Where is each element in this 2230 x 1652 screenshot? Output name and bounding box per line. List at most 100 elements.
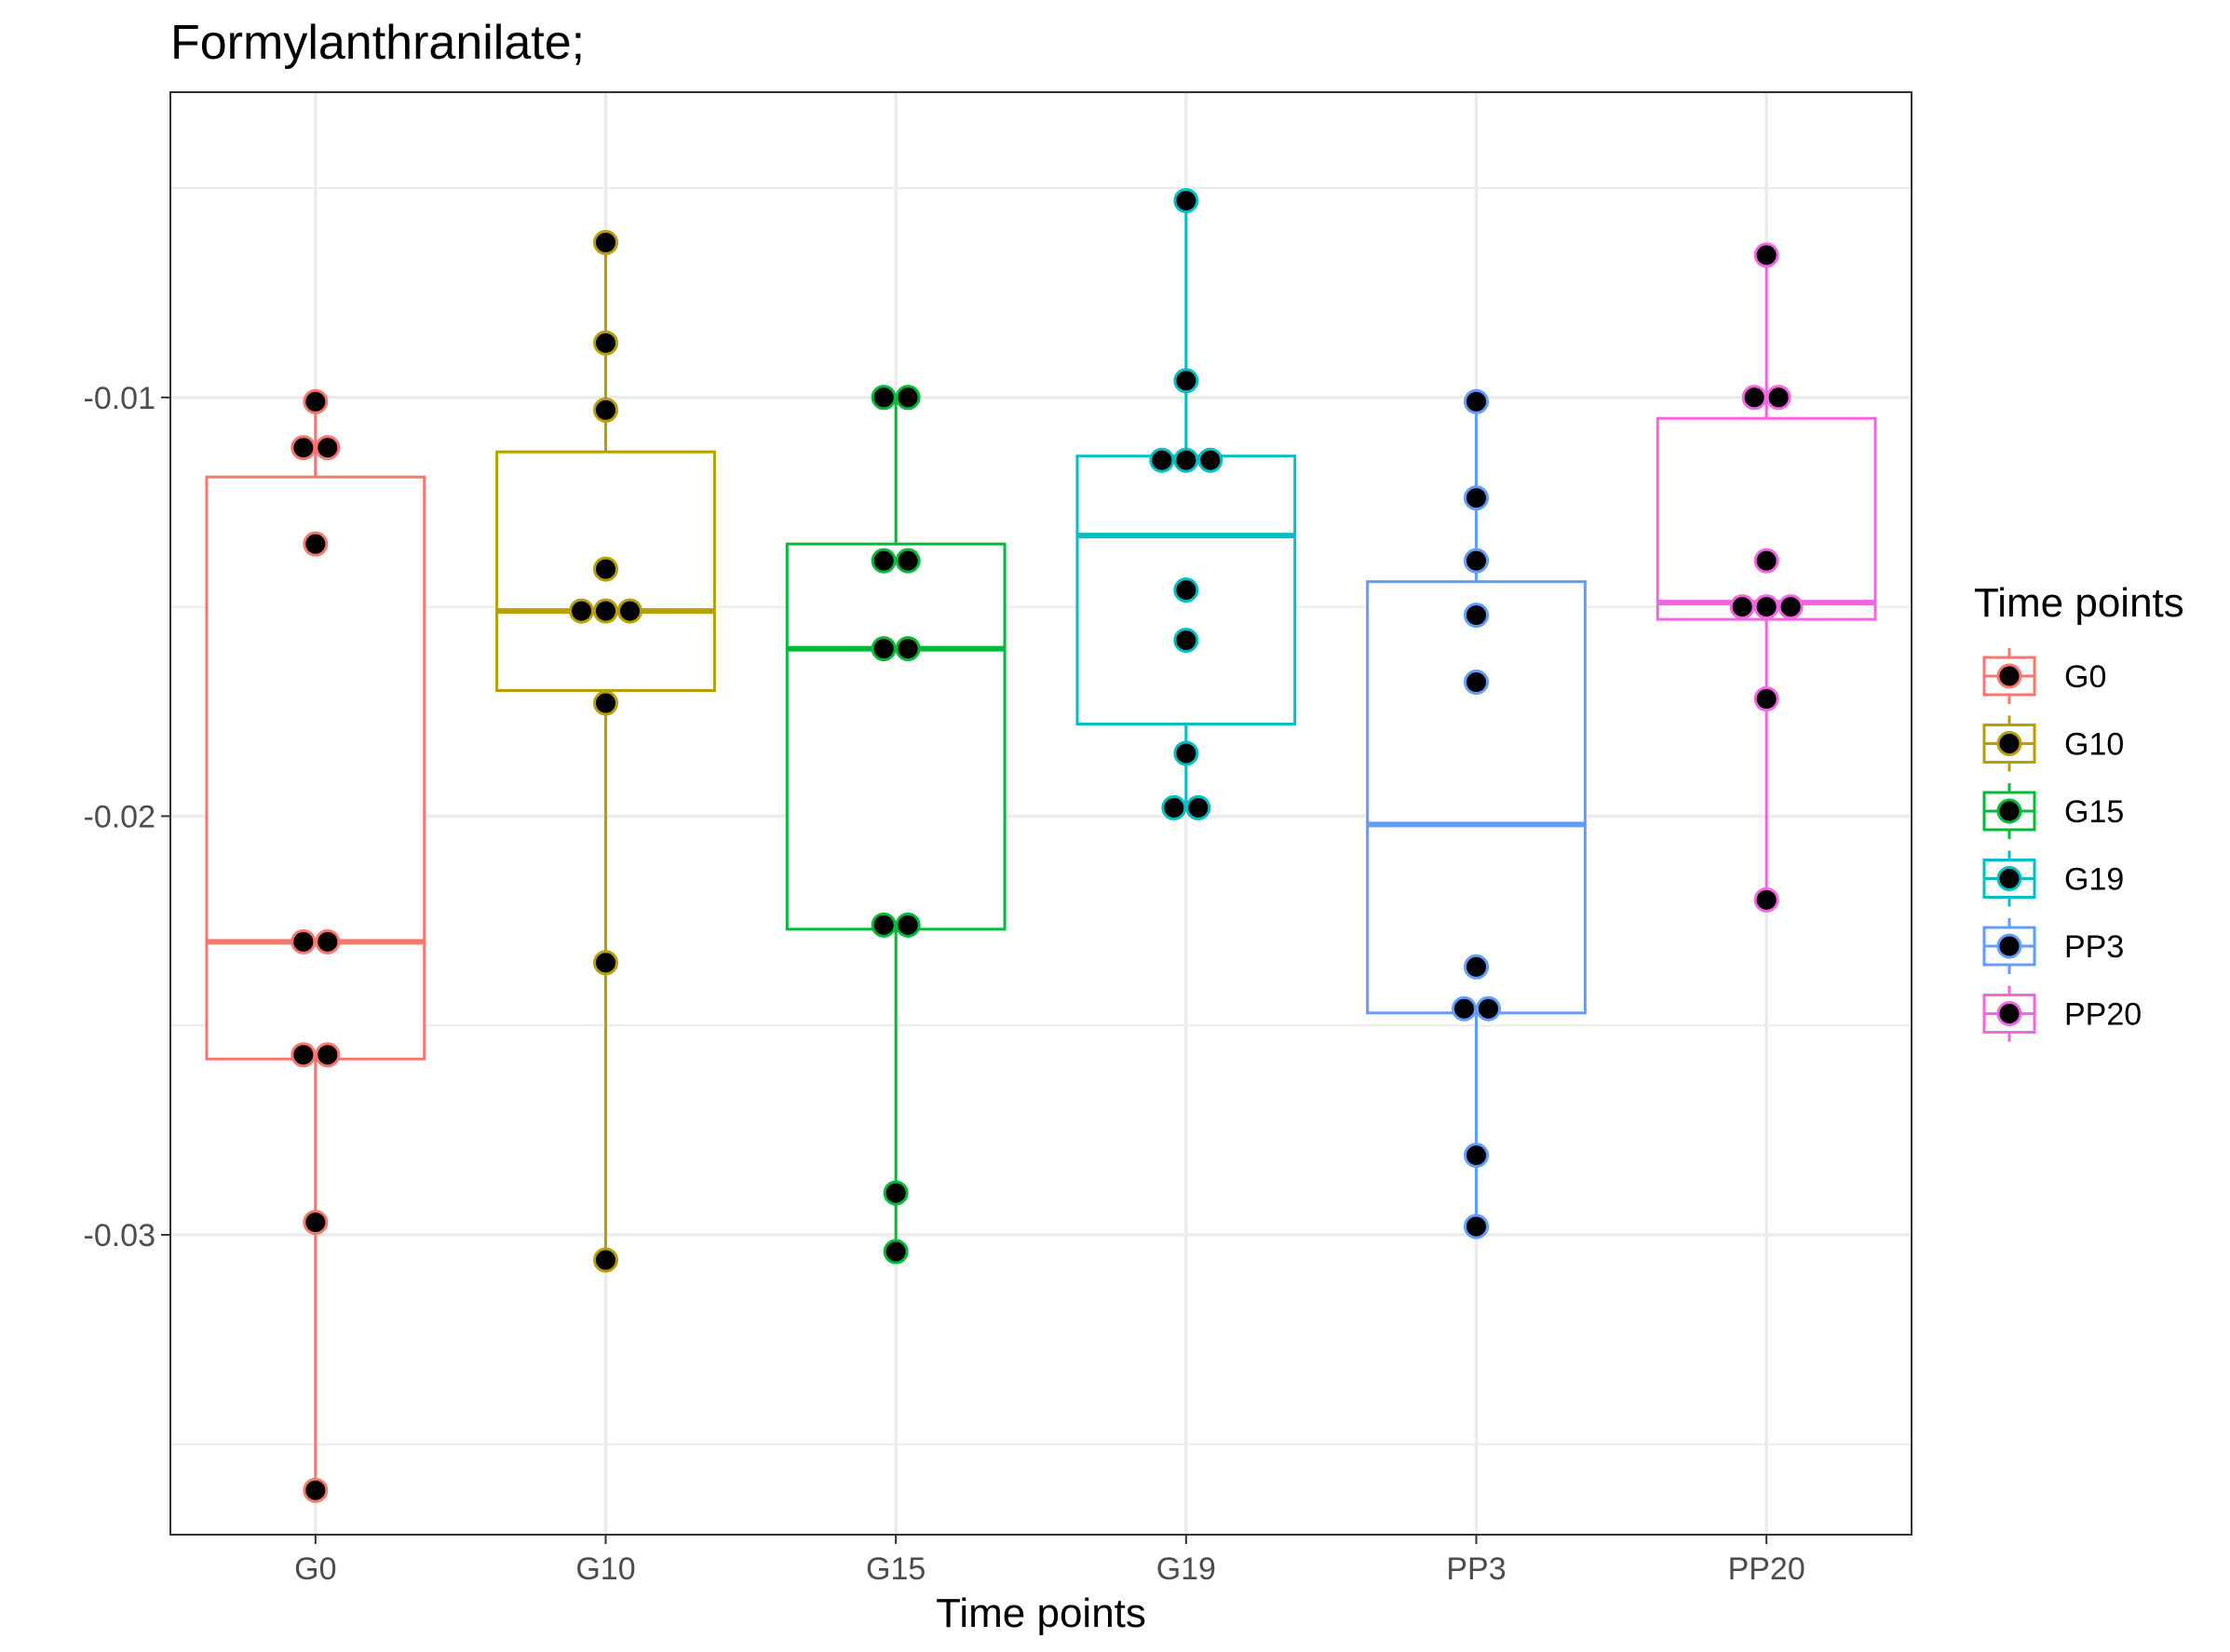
data-point-PP3 (1464, 1143, 1489, 1169)
data-point-G0 (291, 1042, 317, 1068)
y-tick-label: -0.03 (84, 1218, 156, 1253)
data-point-G19 (1161, 794, 1187, 820)
data-point-G10 (593, 397, 618, 423)
legend-key-point (1996, 663, 2022, 689)
box-PP3 (1366, 401, 1587, 1227)
legend-item-G19: G19 (1982, 850, 2124, 907)
data-point-G19 (1173, 740, 1199, 766)
data-point-G10 (593, 330, 618, 356)
box-PP20 (1656, 254, 1877, 900)
y-tick-label: -0.01 (84, 381, 156, 416)
data-point-PP20 (1765, 385, 1791, 411)
data-point-PP20 (1753, 548, 1779, 574)
data-point-G0 (291, 435, 317, 461)
legend-key-point (1996, 866, 2022, 891)
data-point-G15 (871, 636, 897, 662)
data-point-G19 (1173, 187, 1199, 213)
data-point-G0 (303, 531, 329, 557)
legend-label: PP3 (2064, 929, 2124, 965)
data-point-PP3 (1476, 995, 1501, 1022)
points-layer (291, 187, 1804, 1503)
box-G15 (785, 397, 1007, 1253)
legend-item-PP20: PP20 (1982, 985, 2142, 1042)
data-point-PP20 (1753, 686, 1779, 712)
data-point-PP3 (1464, 485, 1489, 511)
legend-label: G0 (2064, 659, 2106, 695)
data-point-G19 (1173, 577, 1199, 603)
data-point-PP20 (1753, 242, 1779, 268)
panel-border (169, 91, 1912, 1536)
plot-panel (169, 91, 1912, 1536)
data-point-PP3 (1464, 1213, 1489, 1239)
data-point-G10 (593, 598, 618, 624)
legend-label: G19 (2064, 862, 2124, 898)
data-point-G0 (303, 1210, 329, 1236)
x-axis-title: Time points (936, 1591, 1146, 1636)
box-body (1656, 416, 1877, 621)
x-tick-label: G15 (866, 1551, 926, 1587)
box-body (785, 542, 1007, 931)
legend-title: Time points (1974, 580, 2184, 626)
data-point-G19 (1197, 447, 1223, 473)
data-point-G15 (895, 548, 921, 574)
data-point-PP20 (1741, 385, 1767, 411)
data-point-G0 (315, 435, 341, 461)
x-tick-label: PP20 (1728, 1551, 1805, 1587)
box-body (205, 475, 426, 1061)
data-point-PP20 (1753, 594, 1779, 620)
data-point-G19 (1149, 447, 1175, 473)
data-point-G10 (593, 1247, 618, 1273)
data-point-G0 (303, 1477, 329, 1503)
data-point-G15 (895, 912, 921, 938)
data-point-G10 (617, 598, 642, 624)
data-point-G0 (315, 928, 341, 955)
data-point-G10 (593, 229, 618, 255)
y-tick-label: -0.02 (84, 799, 156, 834)
data-point-PP20 (1729, 594, 1755, 620)
data-point-G19 (1173, 368, 1199, 394)
data-point-PP3 (1464, 603, 1489, 629)
legend-item-PP3: PP3 (1982, 918, 2124, 974)
data-point-PP3 (1464, 388, 1489, 414)
x-tick-label: G0 (294, 1551, 336, 1587)
x-axis: G0 G10 G15 G19 PP3 PP20 (294, 1535, 1805, 1587)
y-axis: -0.01 -0.02 -0.03 (84, 381, 170, 1253)
data-point-G10 (593, 690, 618, 716)
box-G19 (1075, 200, 1297, 808)
legend-key-point (1996, 933, 2022, 959)
data-point-G10 (569, 598, 594, 624)
data-point-G10 (593, 950, 618, 976)
data-point-G15 (871, 912, 897, 938)
data-point-G15 (895, 636, 921, 662)
data-point-PP3 (1452, 995, 1477, 1022)
legend-key-point (1996, 798, 2022, 824)
legend-label: G15 (2064, 794, 2124, 830)
legend-key-point (1996, 1001, 2022, 1026)
data-point-G0 (303, 388, 329, 414)
data-point-G0 (315, 1042, 341, 1068)
x-tick-label: PP3 (1446, 1551, 1506, 1587)
chart-title: Formylanthranilate; (170, 16, 585, 70)
data-point-G15 (883, 1180, 909, 1206)
data-point-G0 (291, 928, 317, 955)
legend-item-G15: G15 (1982, 783, 2124, 839)
data-point-PP20 (1753, 887, 1779, 913)
data-point-G15 (895, 385, 921, 411)
data-point-G10 (593, 556, 618, 582)
box-body (1366, 580, 1587, 1015)
data-point-G15 (883, 1239, 909, 1265)
data-point-PP3 (1464, 548, 1489, 574)
data-point-PP20 (1777, 594, 1804, 620)
data-point-G15 (871, 385, 897, 411)
data-point-G15 (871, 548, 897, 574)
x-tick-label: G10 (575, 1551, 635, 1587)
legend-label: G10 (2064, 727, 2124, 763)
legend-item-G0: G0 (1982, 648, 2106, 704)
data-point-G19 (1173, 447, 1199, 473)
legend: Time points G0 G10 G15 G19 PP3 PP20 (1974, 580, 2184, 1042)
legend-key-point (1996, 731, 2022, 756)
data-point-PP3 (1464, 954, 1489, 980)
data-point-PP3 (1464, 670, 1489, 696)
legend-label: PP20 (2064, 997, 2142, 1033)
